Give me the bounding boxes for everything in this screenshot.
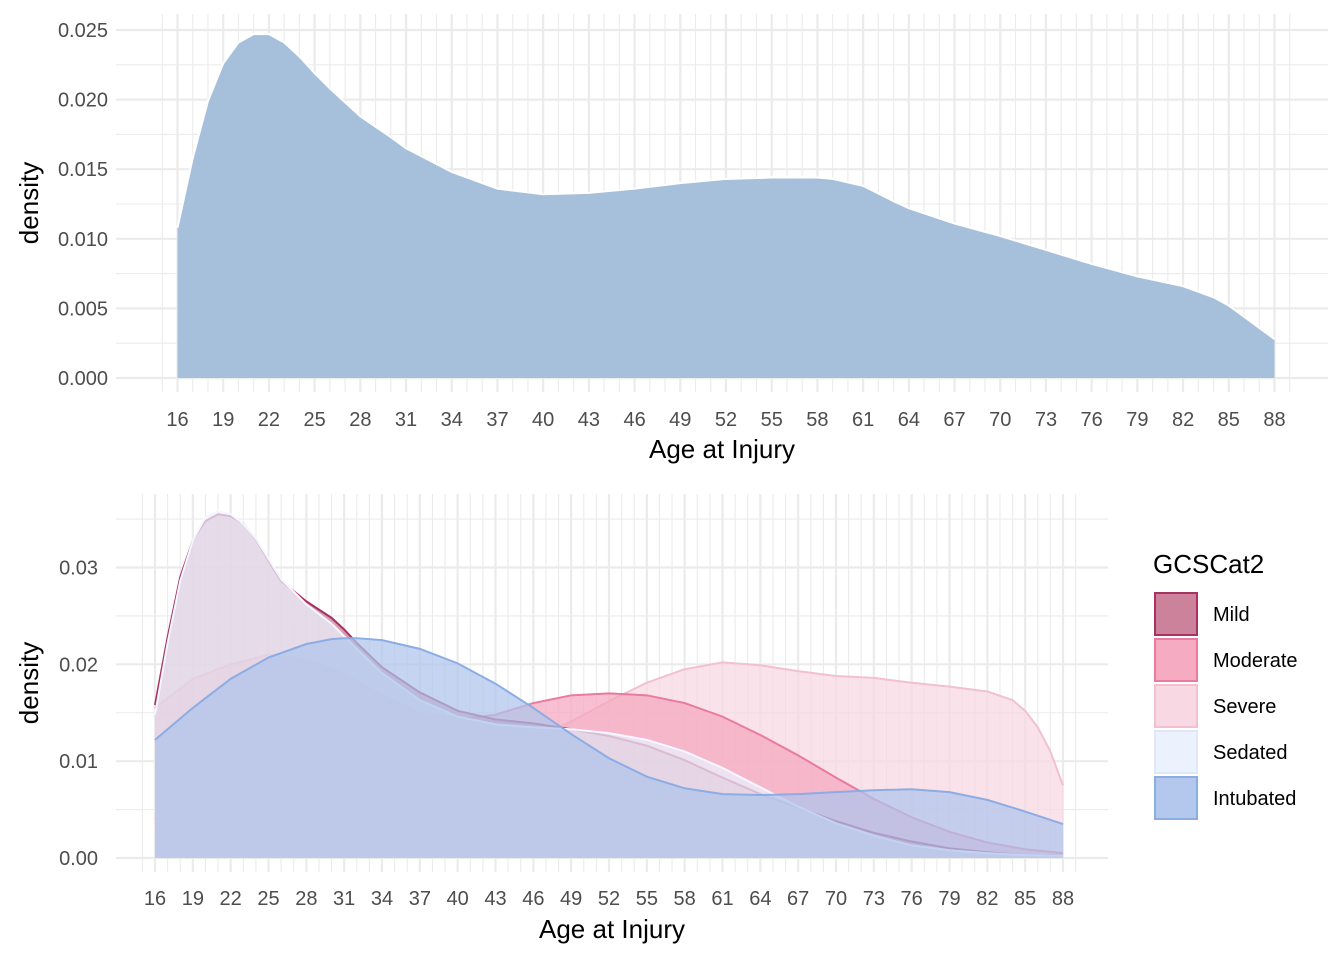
x-tick-label: 64 [898, 409, 920, 431]
x-tick-label: 49 [669, 409, 691, 431]
legend: GCSCat2 Mild Moderate Severe Sedated Intubate… [1153, 549, 1298, 820]
x-axis-title: Age at Injury [539, 914, 685, 944]
legend-key-moderate [1154, 638, 1198, 682]
x-tick-label: 88 [1263, 409, 1285, 431]
x-tick-label: 16 [144, 888, 166, 910]
bottom-density-panel: 0.00 0.01 0.02 0.03 16 19 22 25 28 31 34 37 40 43 46 49… [14, 494, 1108, 944]
legend-title: GCSCat2 [1153, 549, 1264, 579]
x-tick-label: 19 [182, 888, 204, 910]
x-tick-label: 40 [447, 888, 469, 910]
y-axis-title: density [14, 162, 44, 244]
x-tick-label: 43 [578, 409, 600, 431]
x-tick-label: 76 [901, 888, 923, 910]
y-tick-label: 0.010 [58, 229, 108, 251]
x-tick-label: 52 [715, 409, 737, 431]
x-tick-label: 31 [395, 409, 417, 431]
y-tick-label: 0.00 [59, 848, 98, 870]
x-tick-label: 46 [623, 409, 645, 431]
legend-key-intubated [1154, 776, 1198, 820]
density-density-area [177, 34, 1275, 379]
y-tick-label: 0.01 [59, 751, 98, 773]
x-tick-label: 34 [371, 888, 393, 910]
y-tick-label: 0.025 [58, 20, 108, 42]
legend-key-mild [1154, 592, 1198, 636]
x-tick-label: 40 [532, 409, 554, 431]
x-tick-label: 46 [522, 888, 544, 910]
x-tick-label: 73 [1035, 409, 1057, 431]
top-density-panel: 0.000 0.005 0.010 0.015 0.020 0.025 16 19 22 25 28… [14, 14, 1328, 464]
x-tick-label: 85 [1014, 888, 1036, 910]
x-tick-label: 28 [349, 409, 371, 431]
legend-label-mild: Mild [1213, 604, 1250, 626]
x-tick-label: 28 [295, 888, 317, 910]
x-tick-label: 61 [852, 409, 874, 431]
x-tick-label: 82 [1172, 409, 1194, 431]
intubated-density-line [154, 637, 1064, 826]
x-tick-label: 43 [484, 888, 506, 910]
y-tick-label: 0.015 [58, 159, 108, 181]
x-tick-label: 67 [943, 409, 965, 431]
x-tick-label: 70 [989, 409, 1011, 431]
x-tick-label: 58 [806, 409, 828, 431]
x-axis-title: Age at Injury [649, 434, 795, 464]
x-tick-label: 22 [258, 409, 280, 431]
intubated-density-area [155, 638, 1063, 858]
x-tick-label: 79 [938, 888, 960, 910]
legend-label-moderate: Moderate [1213, 650, 1298, 672]
x-tick-label: 22 [220, 888, 242, 910]
y-tick-label: 0.005 [58, 298, 108, 320]
x-tick-label: 31 [333, 888, 355, 910]
x-tick-label: 85 [1218, 409, 1240, 431]
x-tick-label: 25 [304, 409, 326, 431]
legend-key-sedated [1154, 730, 1198, 774]
x-tick-label: 88 [1052, 888, 1074, 910]
x-tick-label: 82 [976, 888, 998, 910]
x-tick-label: 49 [560, 888, 582, 910]
y-tick-label: 0.000 [58, 368, 108, 390]
y-axis-title: density [14, 642, 44, 724]
legend-label-intubated: Intubated [1213, 788, 1296, 810]
density-density-line [176, 33, 1276, 340]
y-tick-label: 0.02 [59, 654, 98, 676]
x-tick-label: 34 [441, 409, 463, 431]
x-tick-label: 61 [711, 888, 733, 910]
y-tick-label: 0.03 [59, 558, 98, 580]
x-tick-label: 76 [1081, 409, 1103, 431]
y-tick-label: 0.020 [58, 90, 108, 112]
legend-label-severe: Severe [1213, 696, 1276, 718]
x-tick-label: 55 [761, 409, 783, 431]
x-tick-label: 19 [212, 409, 234, 431]
x-tick-label: 73 [863, 888, 885, 910]
legend-key-severe [1154, 684, 1198, 728]
x-tick-label: 64 [749, 888, 771, 910]
x-tick-label: 37 [486, 409, 508, 431]
x-tick-label: 67 [787, 888, 809, 910]
x-tick-label: 58 [674, 888, 696, 910]
x-tick-label: 25 [257, 888, 279, 910]
x-tick-label: 52 [598, 888, 620, 910]
x-tick-label: 16 [166, 409, 188, 431]
x-tick-label: 79 [1126, 409, 1148, 431]
x-tick-label: 55 [636, 888, 658, 910]
x-tick-label: 37 [409, 888, 431, 910]
x-tick-label: 70 [825, 888, 847, 910]
legend-label-sedated: Sedated [1213, 742, 1288, 764]
